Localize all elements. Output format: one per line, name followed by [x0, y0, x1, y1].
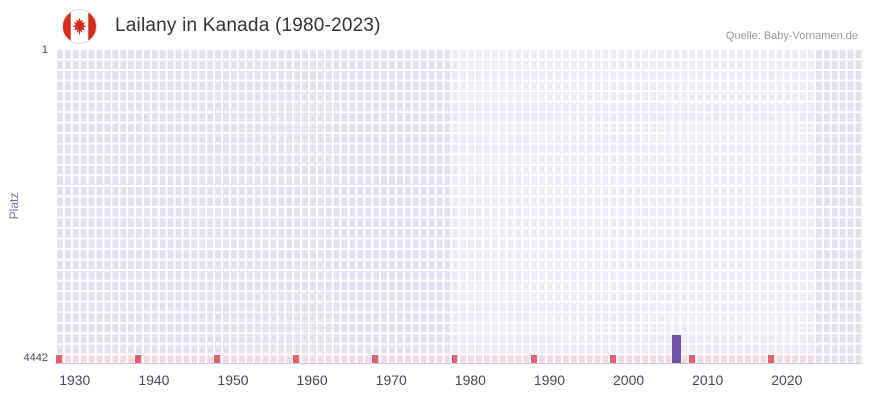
y-tick-top: 1 [41, 44, 48, 56]
x-tick-label: 1930 [59, 372, 91, 388]
x-tick-label: 1990 [533, 372, 566, 388]
y-tick-bottom: 4442 [23, 352, 48, 364]
unranked-year-mark[interactable] [293, 355, 300, 363]
unranked-year-mark[interactable] [214, 355, 221, 363]
source-credit: Quelle: Baby-Vornamen.de [725, 30, 858, 42]
unranked-year-mark[interactable] [530, 355, 537, 363]
x-tick-label: 2000 [613, 372, 645, 388]
x-tick-label: 2020 [771, 372, 803, 388]
unranked-year-mark[interactable] [56, 355, 62, 363]
x-tick-label: 2010 [692, 372, 724, 388]
y-axis-label: Platz [7, 192, 21, 220]
x-tick-label: 1940 [138, 372, 170, 388]
x-tick-label: 1980 [454, 372, 486, 388]
x-tick-label: 1970 [375, 372, 407, 388]
chart-header: Lailany in Kanada (1980-2023) [62, 8, 381, 44]
unranked-year-mark[interactable] [609, 355, 616, 363]
x-tick-label: 1960 [296, 372, 328, 388]
unranked-year-mark[interactable] [372, 355, 379, 363]
canada-flag-icon [62, 8, 97, 44]
plot-area [55, 48, 862, 364]
bottom-strip [55, 355, 815, 363]
unranked-year-mark[interactable] [451, 355, 458, 363]
x-tick-label: 1950 [217, 372, 249, 388]
chart-title: Lailany in Kanada (1980-2023) [115, 15, 381, 36]
unranked-year-mark[interactable] [688, 355, 695, 363]
unranked-year-mark[interactable] [768, 355, 774, 363]
x-axis-line [55, 363, 862, 364]
data-period-band [450, 48, 815, 364]
unranked-year-mark[interactable] [135, 355, 142, 363]
rank-bar[interactable] [672, 335, 682, 363]
